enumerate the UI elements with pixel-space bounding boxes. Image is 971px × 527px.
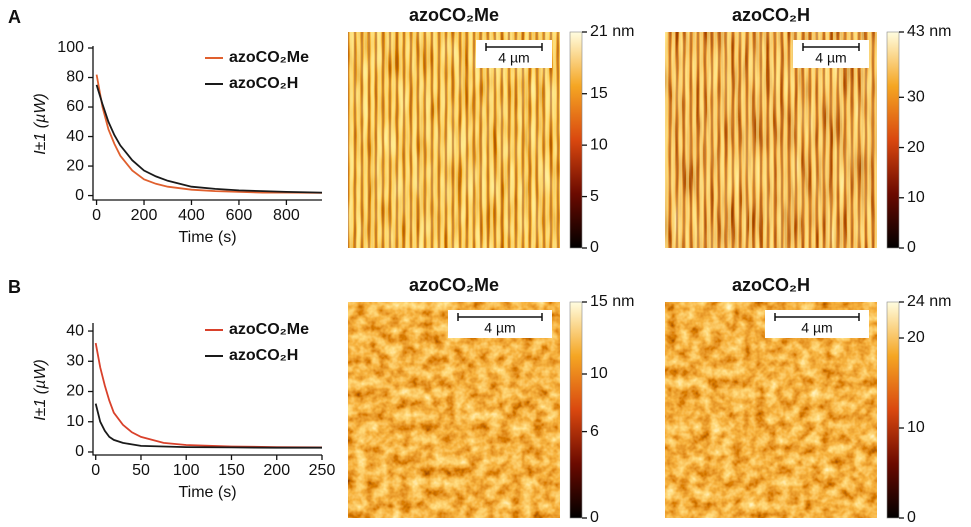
x-tick-label: 200 (131, 207, 158, 224)
colorbar (569, 301, 583, 519)
legend-label: azoCO₂Me (229, 321, 309, 338)
colorbar-tick-label: 6 (590, 423, 599, 440)
x-tick-label: 50 (132, 462, 150, 479)
colorbar-tick-label: 20 (907, 329, 925, 346)
scale-bar-box (793, 40, 869, 68)
scale-bar-box (476, 40, 552, 68)
colorbar-tick-label: 10 (590, 136, 608, 153)
y-tick-label: 20 (66, 157, 84, 174)
scale-bar-label: 4 µm (484, 320, 515, 336)
scale-bar (774, 313, 860, 321)
scale-bar-box (448, 310, 552, 338)
colorbar-tick-label: 0 (907, 239, 916, 256)
y-tick-label: 60 (66, 98, 84, 115)
axis-line (92, 46, 322, 201)
legend-label: azoCO₂H (229, 347, 298, 364)
colorbar (886, 301, 900, 519)
colorbar-tick-label: 10 (907, 419, 925, 436)
y-tick-label: 30 (66, 352, 84, 369)
y-tick-label: 100 (57, 39, 84, 56)
colorbar-tick-label: 5 (590, 188, 599, 205)
colorbar-tick-label: 20 (907, 139, 925, 156)
y-tick-label: 0 (75, 187, 84, 204)
legend-label: azoCO₂H (229, 75, 298, 92)
x-tick-label: 100 (173, 462, 200, 479)
y-axis-label: I±1 (µW) (32, 359, 49, 421)
colorbar-tick-label: 43 nm (907, 23, 951, 40)
x-tick-label: 0 (92, 207, 101, 224)
colorbar (886, 31, 900, 249)
colorbar-tick-label: 15 (590, 85, 608, 102)
scale-bar (485, 43, 543, 51)
axis-line (92, 323, 322, 456)
scale-bar-label: 4 µm (801, 320, 832, 336)
scale-bar-label: 4 µm (815, 50, 846, 66)
colorbar-tick-label: 21 nm (590, 23, 634, 40)
colorbar-tick-label: 10 (590, 365, 608, 382)
image-title: azoCO₂Me (409, 275, 499, 295)
y-tick-label: 20 (66, 383, 84, 400)
scale-bar-label: 4 µm (498, 50, 529, 66)
colorbar-tick-label: 15 nm (590, 293, 634, 310)
x-axis-label: Time (s) (178, 229, 236, 246)
panel-label: A (8, 7, 21, 27)
image-title: azoCO₂H (732, 275, 810, 295)
colorbar-tick-label: 0 (590, 509, 599, 526)
series-line (95, 84, 323, 194)
panel-label: B (8, 277, 21, 297)
scale-bar (802, 43, 860, 51)
scale-bar (457, 313, 543, 321)
y-tick-label: 40 (66, 322, 84, 339)
legend-label: azoCO₂Me (229, 49, 309, 66)
x-axis-label: Time (s) (178, 484, 236, 501)
colorbar (569, 31, 583, 249)
x-tick-label: 200 (263, 462, 290, 479)
series-line (95, 74, 323, 194)
colorbar-tick-label: 24 nm (907, 293, 951, 310)
y-tick-label: 40 (66, 128, 84, 145)
colorbar-tick-label: 30 (907, 89, 925, 106)
y-tick-label: 80 (66, 69, 84, 86)
y-tick-label: 0 (75, 443, 84, 460)
image-title: azoCO₂Me (409, 5, 499, 25)
scale-bar-box (765, 310, 869, 338)
x-tick-label: 400 (178, 207, 205, 224)
series-line (94, 403, 322, 449)
x-tick-label: 150 (218, 462, 245, 479)
image-title: azoCO₂H (732, 5, 810, 25)
colorbar-tick-label: 0 (907, 509, 916, 526)
x-tick-label: 800 (273, 207, 300, 224)
x-tick-label: 0 (91, 462, 100, 479)
colorbar-tick-label: 10 (907, 189, 925, 206)
y-axis-label: I±1 (µW) (32, 93, 49, 155)
x-tick-label: 250 (309, 462, 336, 479)
y-tick-label: 10 (66, 413, 84, 430)
colorbar-tick-label: 0 (590, 239, 599, 256)
x-tick-label: 600 (226, 207, 253, 224)
